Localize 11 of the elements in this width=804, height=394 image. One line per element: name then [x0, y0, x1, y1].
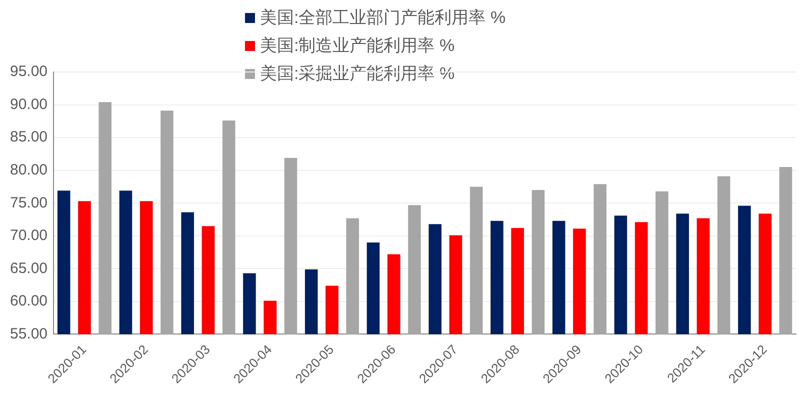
- y-tick-label: 85.00: [10, 128, 48, 146]
- y-tick-label: 95.00: [10, 63, 48, 80]
- legend-label: 美国:制造业产能利用率 %: [260, 35, 455, 57]
- y-tick-label: 75.00: [10, 194, 48, 212]
- y-tick-label: 90.00: [10, 96, 48, 113]
- legend-label: 美国:全部工业部门产能利用率 %: [260, 7, 506, 29]
- y-tick-label: 70.00: [10, 227, 48, 244]
- y-tick-label: 65.00: [10, 260, 48, 277]
- y-tick-label: 55.00: [10, 325, 48, 342]
- y-tick-label: 80.00: [10, 161, 48, 178]
- y-tick-label: 60.00: [10, 292, 48, 310]
